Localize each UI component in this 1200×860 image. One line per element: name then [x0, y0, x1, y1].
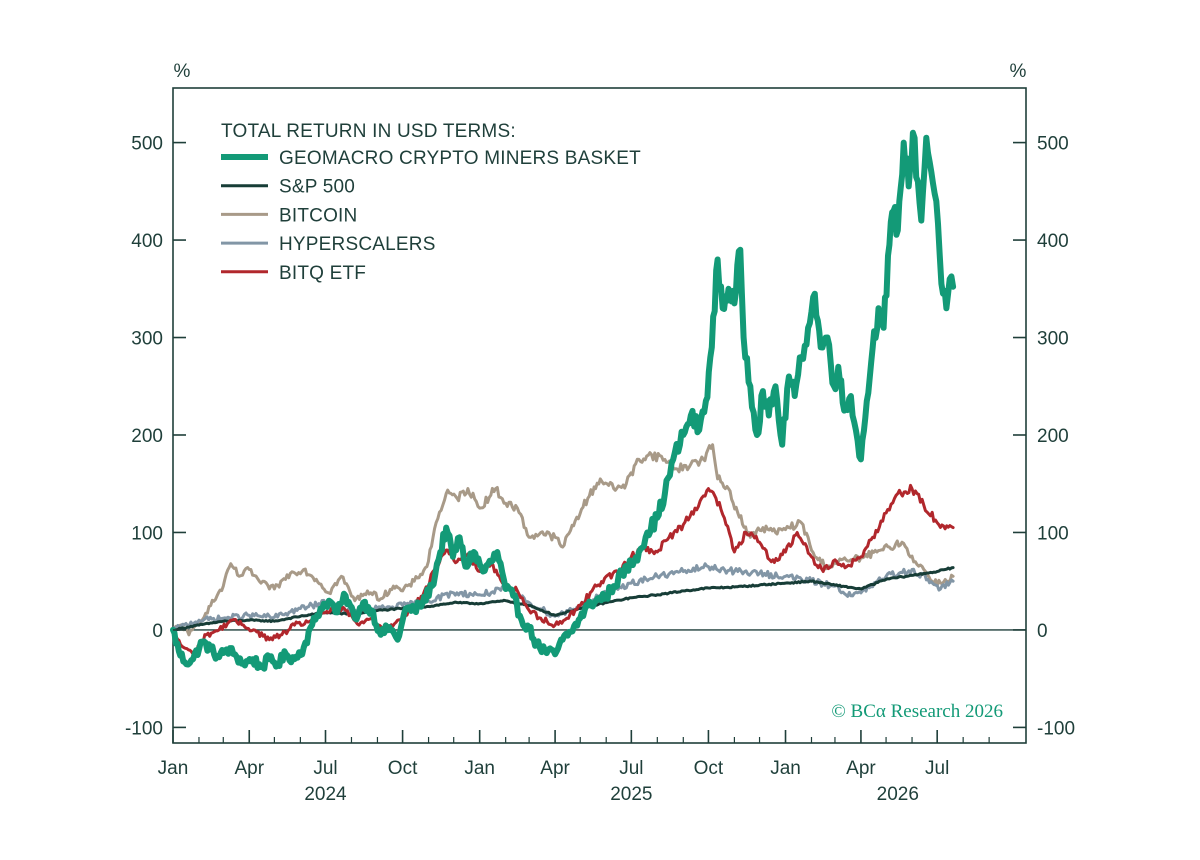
x-tick-label: Jan — [770, 758, 801, 779]
plot-frame — [172, 87, 1027, 744]
y-tick-label-left: -100 — [125, 718, 163, 739]
chart-title: TOTAL RETURN IN USD TERMS: — [221, 121, 516, 142]
x-tick-label: Oct — [694, 758, 724, 779]
series-line-geomacro-crypto-miners-basket — [170, 129, 957, 672]
x-tick-label: Apr — [846, 758, 876, 779]
y-tick-label-right: 500 — [1037, 134, 1069, 155]
year-label: 2024 — [304, 784, 347, 805]
legend: TOTAL RETURN IN USD TERMS: GEOMACRO CRYPT… — [221, 121, 641, 284]
y-axis-unit-right: % — [1010, 61, 1027, 82]
legend-label-bitcoin: BITCOIN — [279, 205, 357, 226]
y-tick-label-right: 200 — [1037, 426, 1069, 447]
x-tick-label: Jan — [464, 758, 495, 779]
x-tick-label: Oct — [388, 758, 418, 779]
x-tick-label: Jul — [925, 758, 949, 779]
y-tick-label-right: 400 — [1037, 231, 1069, 252]
credit-group: © BCα Research 2026 — [831, 701, 1003, 722]
legend-label-geomacro-crypto-miners-basket: GEOMACRO CRYPTO MINERS BASKET — [279, 148, 641, 169]
y-axis-unit-left: % — [174, 61, 191, 82]
y-tick-label-left: 400 — [131, 231, 163, 252]
series-line-bitq-etf — [171, 483, 955, 656]
series-group — [170, 129, 957, 672]
x-tick-label: Jul — [619, 758, 643, 779]
y-tick-label-right: -100 — [1037, 718, 1075, 739]
year-label: 2025 — [610, 784, 652, 805]
series-line-bitcoin — [171, 443, 955, 637]
plot-frame-group — [172, 87, 1027, 744]
legend-label-bitq-etf: BITQ ETF — [279, 263, 366, 284]
y-tick-label-right: 0 — [1037, 621, 1048, 642]
x-tick-label: Jul — [313, 758, 337, 779]
series-line-s-p-500 — [171, 566, 955, 632]
x-tick-label: Jan — [158, 758, 189, 779]
credit-label: © BCα Research 2026 — [831, 701, 1003, 722]
axes-group: -100 -100 0 0 100 100 200 200 300 300 400 400 500 500… — [125, 61, 1075, 805]
legend-label-hyperscalers: HYPERSCALERS — [279, 234, 436, 255]
year-label: 2026 — [877, 784, 919, 805]
x-tick-label: Apr — [234, 758, 264, 779]
y-tick-label-right: 300 — [1037, 329, 1069, 350]
y-tick-label-left: 300 — [131, 329, 163, 350]
y-tick-label-left: 200 — [131, 426, 163, 447]
x-tick-label: Apr — [540, 758, 570, 779]
y-tick-label-left: 500 — [131, 134, 163, 155]
y-tick-label-left: 100 — [131, 523, 163, 544]
legend-label-s-p-500: S&P 500 — [279, 177, 355, 198]
y-tick-label-left: 0 — [152, 621, 163, 642]
y-tick-label-right: 100 — [1037, 523, 1069, 544]
